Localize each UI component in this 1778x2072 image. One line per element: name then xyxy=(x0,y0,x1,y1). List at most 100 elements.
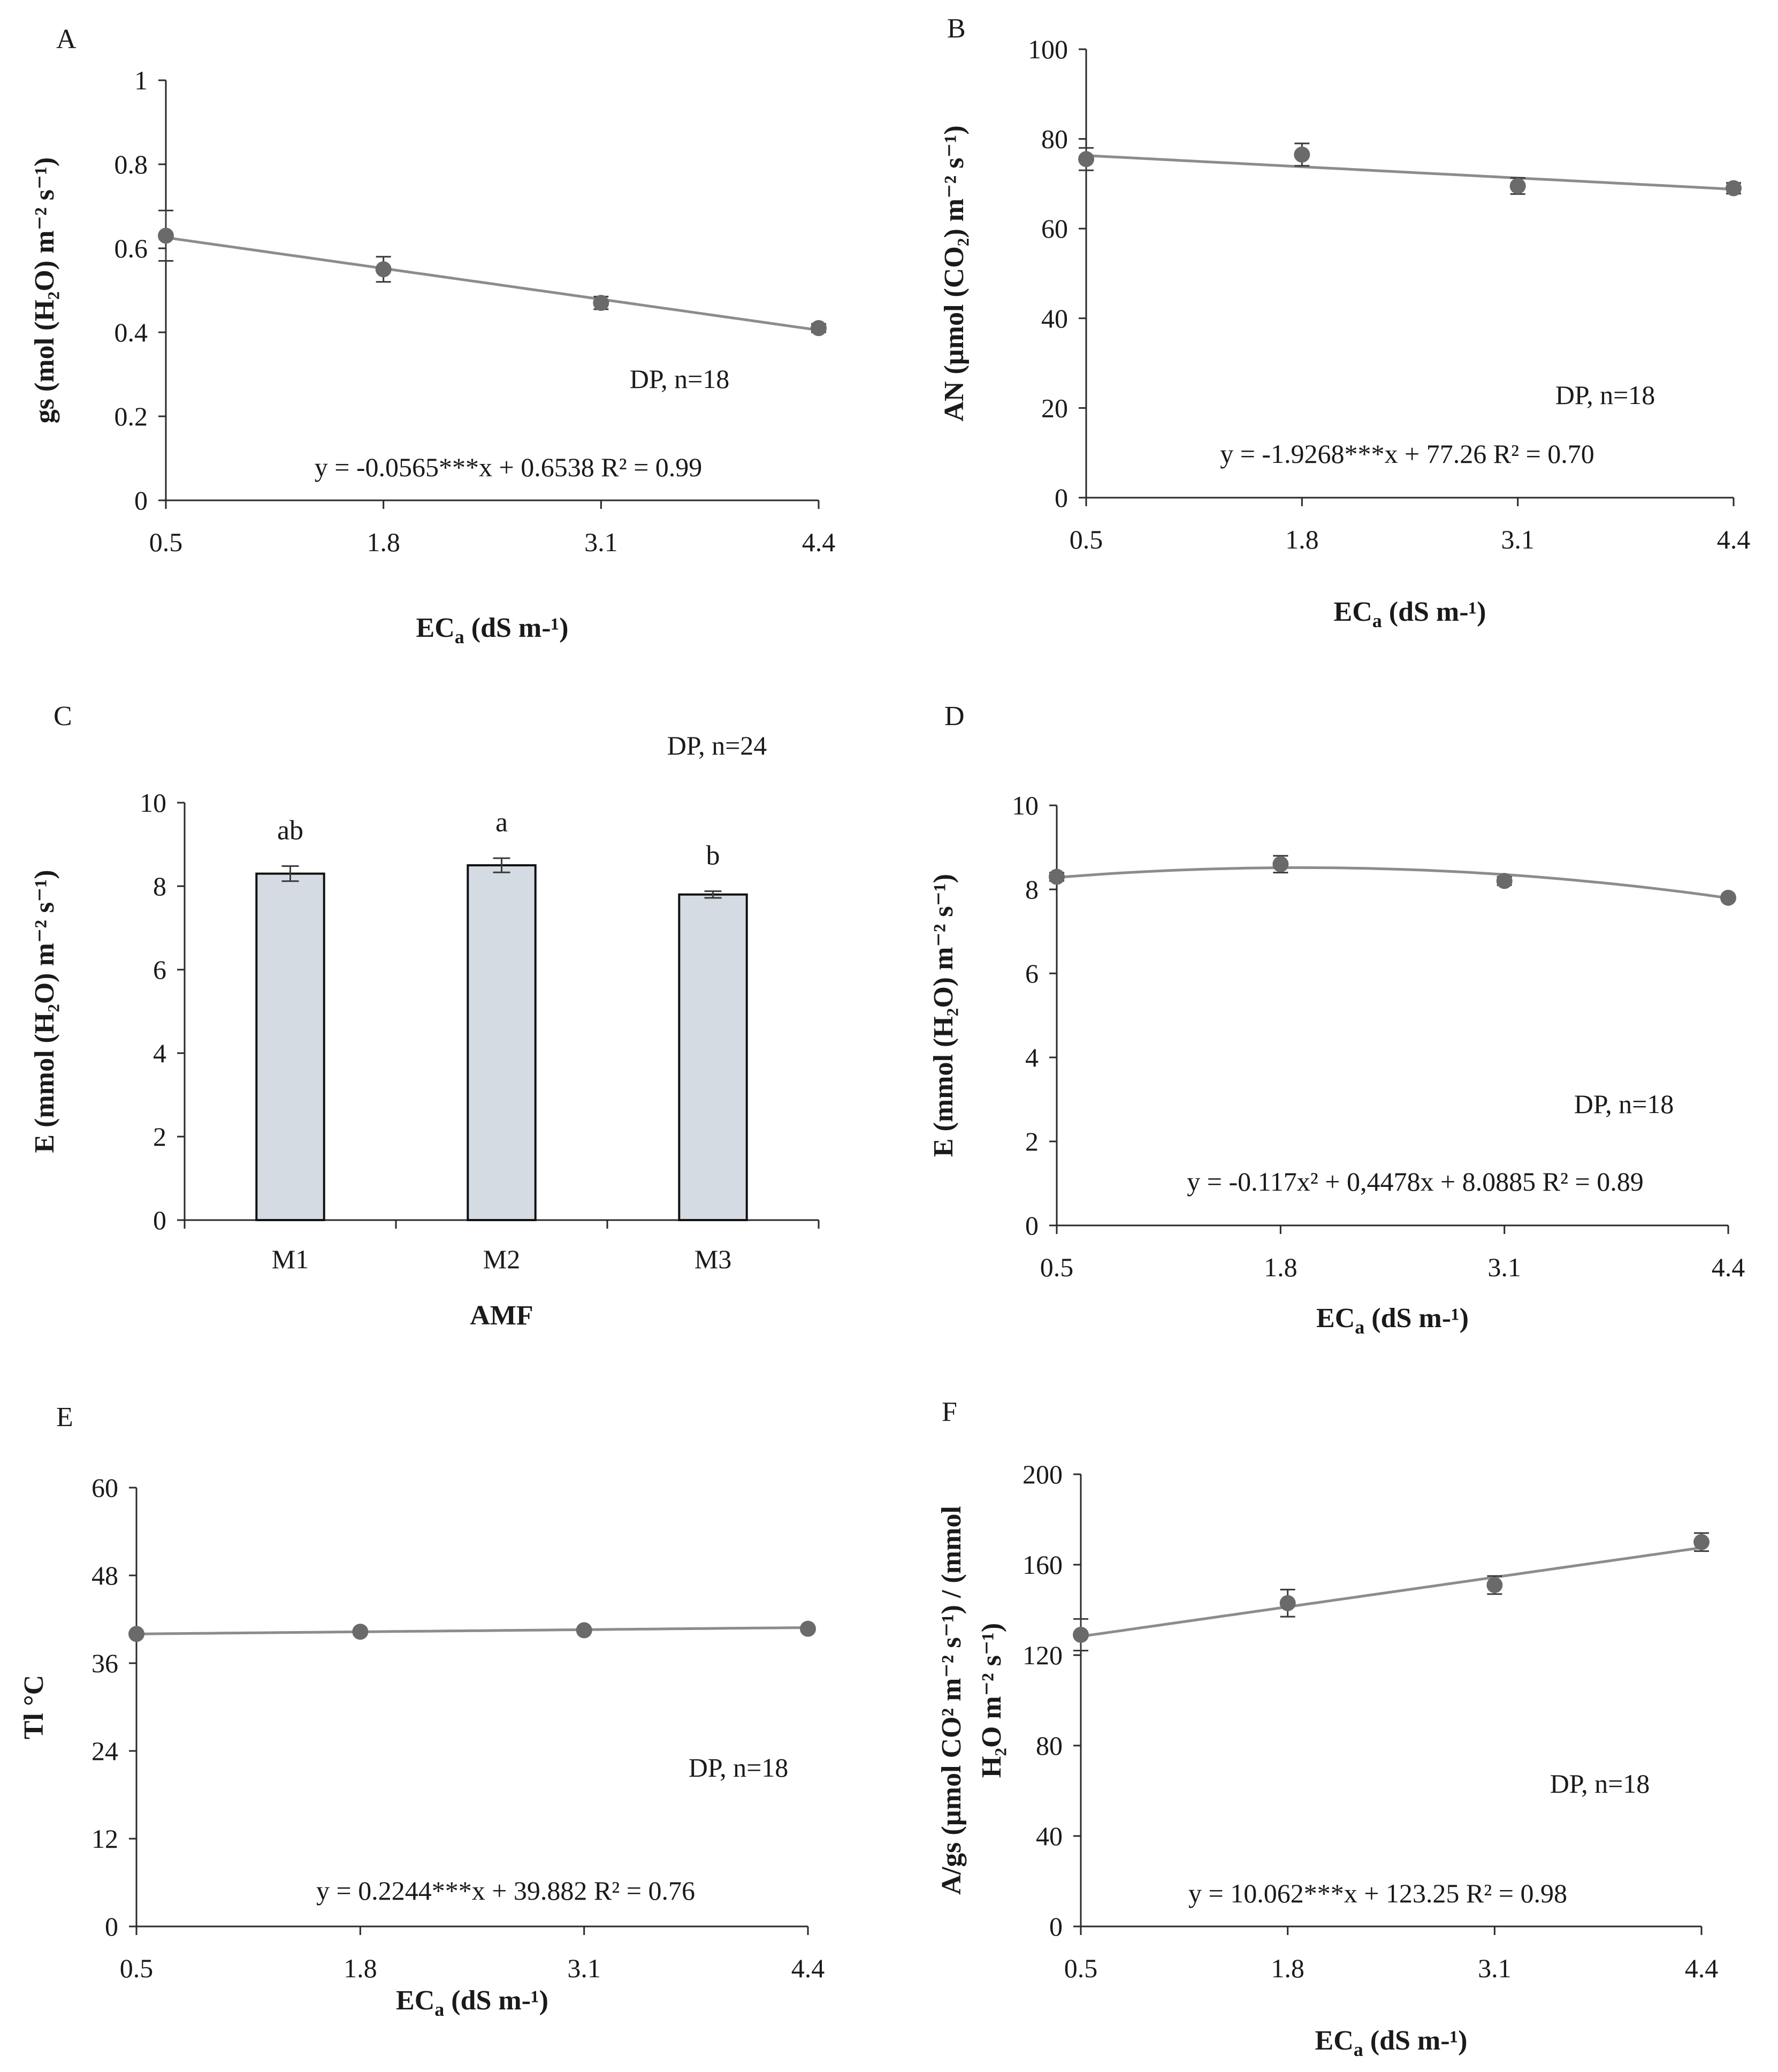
y-tick-label: 6 xyxy=(1025,958,1039,988)
sample-size-annotation: DP, n=24 xyxy=(667,730,767,760)
y-tick-label: 40 xyxy=(1036,1821,1063,1851)
x-axis-title-subscript: a xyxy=(1372,610,1382,631)
y-tick-label: 0.8 xyxy=(115,149,148,179)
y-tick-label: 10 xyxy=(140,788,166,818)
y-axis-title: E (mmol (H₂O) m⁻² s⁻¹) xyxy=(29,870,60,1153)
y-tick-label: 40 xyxy=(1041,303,1068,333)
x-axis-title-main: EC xyxy=(1315,2025,1354,2056)
data-point xyxy=(1294,146,1310,163)
regression-equation: y = -0.0565***x + 0.6538 R² = 0.99 xyxy=(315,452,703,482)
regression-equation: y = 10.062***x + 123.25 R² = 0.98 xyxy=(1188,1878,1567,1908)
x-axis-title-subscript: a xyxy=(455,626,464,648)
x-axis-title-unit: (dS m-¹) xyxy=(444,1985,548,2016)
y-axis-title: gs (mol (H₂O) m⁻² s⁻¹) xyxy=(29,157,60,423)
significance-letter: ab xyxy=(277,816,303,846)
y-tick-label: 0 xyxy=(1055,483,1068,513)
sample-size-annotation: DP, n=18 xyxy=(1550,1769,1650,1799)
panel-letter: D xyxy=(944,701,965,732)
y-tick-label: 6 xyxy=(153,955,166,985)
data-point xyxy=(375,261,392,278)
data-point xyxy=(352,1624,369,1640)
x-axis-title-main: EC xyxy=(1334,597,1372,627)
data-point xyxy=(1726,180,1742,196)
panel-letter: E xyxy=(56,1402,73,1433)
x-axis-title-unit: (dS m-¹) xyxy=(464,613,569,643)
data-point xyxy=(593,295,609,311)
x-tick-label: 3.1 xyxy=(1478,1953,1512,1983)
x-tick-label: 1.8 xyxy=(367,527,400,557)
sample-size-annotation: DP, n=18 xyxy=(689,1753,789,1782)
panel-a: A 0 0.2 0.4 0.6 0.8 1 gs (mol (H₂O) m⁻² s⁻¹) DP,… xyxy=(29,24,835,648)
y-tick-label: 120 xyxy=(1022,1640,1063,1670)
x-axis-title-main: EC xyxy=(396,1985,434,2016)
y-tick-label: 8 xyxy=(153,871,166,901)
data-point xyxy=(1496,873,1513,889)
y-tick-label: 24 xyxy=(91,1736,118,1766)
x-tick-label: 1.8 xyxy=(344,1953,377,1983)
panel-f: F 0 40 80 120 160 200 A/gs (µmol CO² m⁻² s⁻¹) /… xyxy=(936,1397,1718,2060)
x-tick-label: M2 xyxy=(483,1244,520,1274)
x-tick-label: M1 xyxy=(272,1244,309,1274)
y-tick-label: 200 xyxy=(1022,1459,1063,1489)
data-point xyxy=(1509,178,1526,194)
regression-line xyxy=(1086,154,1734,191)
bar-m2 xyxy=(467,864,537,1221)
data-point xyxy=(1049,869,1065,885)
bar-m1 xyxy=(255,872,325,1221)
x-tick-label: 3.1 xyxy=(584,527,618,557)
y-tick-label: 12 xyxy=(91,1824,118,1854)
x-axis-title-main: EC xyxy=(416,613,455,643)
x-tick-label: 1.8 xyxy=(1271,1953,1304,1983)
bar-m3 xyxy=(678,893,748,1221)
y-tick-label: 10 xyxy=(1012,790,1039,820)
regression-line xyxy=(1056,866,1729,900)
y-tick-label: 2 xyxy=(1025,1126,1039,1156)
y-tick-label: 60 xyxy=(1041,214,1068,243)
y-tick-label: 0 xyxy=(153,1205,166,1235)
x-tick-label: M3 xyxy=(695,1244,731,1274)
y-tick-label: 160 xyxy=(1022,1550,1063,1580)
y-tick-label: 0 xyxy=(1049,1911,1063,1941)
data-point xyxy=(1720,889,1736,906)
y-tick-label: 2 xyxy=(153,1122,166,1152)
data-point xyxy=(1078,151,1094,167)
y-tick-label: 8 xyxy=(1025,874,1039,904)
y-tick-label: 60 xyxy=(91,1473,118,1503)
y-tick-label: 4 xyxy=(153,1038,166,1068)
y-tick-label: 48 xyxy=(91,1560,118,1590)
regression-line xyxy=(1080,1546,1702,1638)
regression-line xyxy=(136,1626,808,1635)
sample-size-annotation: DP, n=18 xyxy=(1555,380,1655,410)
y-tick-label: 0.2 xyxy=(115,401,148,431)
y-tick-label: 0 xyxy=(105,1911,118,1941)
data-point xyxy=(811,320,827,337)
y-tick-label: 36 xyxy=(91,1648,118,1678)
x-axis-title: ECa (dS m-¹) xyxy=(416,613,569,648)
x-tick-label: 0.5 xyxy=(149,527,183,557)
x-tick-label: 0.5 xyxy=(1064,1953,1098,1983)
panel-letter: F xyxy=(942,1397,957,1427)
x-tick-label: 3.1 xyxy=(1501,524,1535,554)
panel-b: B 0 20 40 60 80 100 AN (µmol (CO₂) m⁻² s⁻¹) DP, … xyxy=(939,13,1750,631)
data-point xyxy=(576,1622,592,1639)
sample-size-annotation: DP, n=18 xyxy=(630,364,730,394)
x-axis-title-unit: (dS m-¹) xyxy=(1363,2025,1468,2056)
y-tick-label: 100 xyxy=(1028,34,1068,64)
x-tick-label: 4.4 xyxy=(802,527,836,557)
x-tick-label: 4.4 xyxy=(1712,1252,1745,1282)
data-point xyxy=(1693,1534,1710,1550)
y-tick-label: 0.6 xyxy=(115,233,148,263)
regression-equation: y = -1.9268***x + 77.26 R² = 0.70 xyxy=(1220,439,1594,469)
sample-size-annotation: DP, n=18 xyxy=(1574,1089,1674,1119)
data-point xyxy=(128,1626,144,1642)
x-tick-label: 1.8 xyxy=(1264,1252,1298,1282)
x-tick-label: 3.1 xyxy=(1487,1252,1521,1282)
significance-letter: b xyxy=(706,840,720,871)
y-axis-title-line2: H₂O m⁻² s⁻¹) xyxy=(976,1623,1007,1778)
x-axis-title: ECa (dS m-¹) xyxy=(396,1985,548,2020)
panel-d: D 0 2 4 6 8 10 E (mmol (H₂O) m⁻² s⁻¹) DP, n=18 0.… xyxy=(928,701,1745,1338)
x-axis-title-main: EC xyxy=(1316,1303,1355,1334)
x-axis-title-subscript: a xyxy=(1354,2039,1363,2060)
panel-letter: B xyxy=(947,13,966,44)
